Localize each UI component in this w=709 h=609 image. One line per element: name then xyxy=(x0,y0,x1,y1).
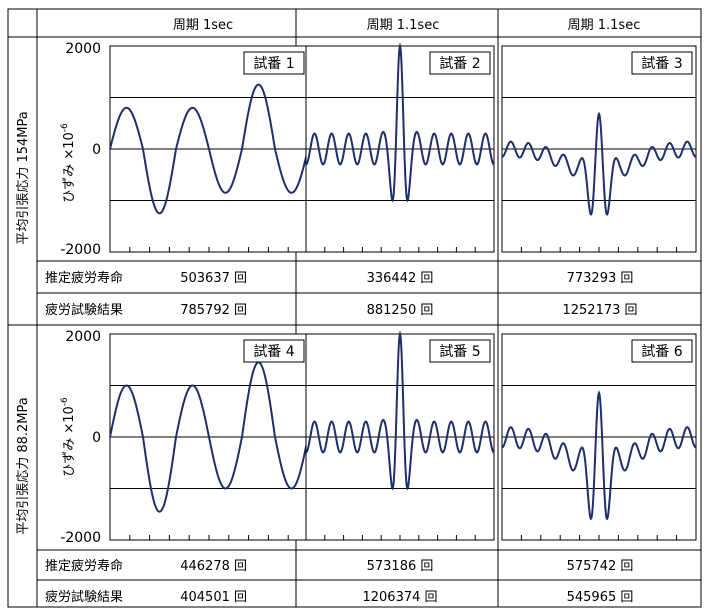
specimen-label: 試番 6 xyxy=(641,344,682,360)
panel-2: 試番 2 xyxy=(305,42,495,253)
strain-label-main-2: ひずみ ×10 xyxy=(62,406,77,477)
y-tick-neg2000-1: -2000 xyxy=(60,242,101,258)
strain-label-main-1: ひずみ ×10 xyxy=(62,132,77,203)
strain-label-exp-2: -6 xyxy=(60,397,70,406)
life-est-label-1: 推定疲労寿命 xyxy=(45,270,123,286)
test-result-label-2: 疲労試験結果 xyxy=(45,589,123,605)
strain-label-group-1: ひずみ ×10-6 xyxy=(60,123,77,203)
specimen-label-box xyxy=(631,51,693,75)
test-result-6: 545965 回 xyxy=(567,590,634,605)
specimen-label: 試番 5 xyxy=(439,344,480,360)
y-tick-2000-1: 2000 xyxy=(65,41,101,57)
header-col-1: 周期 1sec xyxy=(173,18,233,33)
waveform-panels: 試番 1 試番 2 試番 3 試番 4 試番 5 試番 6 xyxy=(109,42,697,541)
group-1: 平均引張応力 154MPa ひずみ ×10-6 2000 0 -2000 推定疲… xyxy=(16,41,701,318)
waveform-line xyxy=(501,390,697,520)
specimen-label-box xyxy=(429,51,491,75)
life-est-1: 503637 回 xyxy=(180,271,247,286)
test-result-label-1: 疲労試験結果 xyxy=(45,302,123,318)
life-est-2: 336442 回 xyxy=(367,271,434,286)
test-result-5: 1206374 回 xyxy=(362,590,437,605)
svg-text:ひずみ ×10-6: ひずみ ×10-6 xyxy=(60,123,77,203)
test-result-2: 881250 回 xyxy=(367,303,434,318)
panel-3: 試番 3 xyxy=(501,45,697,253)
header-col-2: 周期 1.1sec xyxy=(367,18,440,33)
waveform-line xyxy=(109,361,309,513)
panel-6: 試番 6 xyxy=(501,333,697,541)
life-est-3: 773293 回 xyxy=(567,271,634,286)
panel-1: 試番 1 xyxy=(109,45,309,253)
life-est-6: 575742 回 xyxy=(567,559,634,574)
life-est-5: 573186 回 xyxy=(367,559,434,574)
panel-4: 試番 4 xyxy=(109,333,309,541)
specimen-label: 試番 4 xyxy=(253,344,294,360)
y-tick-0-1: 0 xyxy=(92,142,101,158)
header-row: 周期 1sec 周期 1.1sec 周期 1.1sec xyxy=(8,18,701,38)
header-col-3: 周期 1.1sec xyxy=(568,18,641,33)
waveform-line xyxy=(109,83,309,215)
group-2: 平均引張応力 88.2MPa ひずみ ×10-6 2000 0 -2000 推定… xyxy=(16,329,701,605)
y-tick-neg2000-2: -2000 xyxy=(60,530,101,546)
stress-label-group-1: 平均引張応力 154MPa xyxy=(16,111,31,244)
stress-label-group-2: 平均引張応力 88.2MPa xyxy=(16,397,31,535)
panel-5: 試番 5 xyxy=(305,330,495,541)
specimen-label-box xyxy=(429,339,491,363)
specimen-label: 試番 2 xyxy=(439,56,480,72)
waveform-line xyxy=(501,111,697,216)
specimen-label-box xyxy=(243,339,305,363)
test-result-1: 785792 回 xyxy=(180,303,247,318)
strain-label-exp-1: -6 xyxy=(60,123,70,132)
test-result-3: 1252173 回 xyxy=(562,303,637,318)
life-est-label-2: 推定疲労寿命 xyxy=(45,558,123,574)
svg-text:ひずみ ×10-6: ひずみ ×10-6 xyxy=(60,397,77,477)
table-frame xyxy=(7,8,702,608)
life-est-4: 446278 回 xyxy=(180,559,247,574)
specimen-label-box xyxy=(631,339,693,363)
specimen-label-box xyxy=(243,51,305,75)
y-tick-0-2: 0 xyxy=(92,430,101,446)
test-result-4: 404501 回 xyxy=(180,590,247,605)
specimen-label: 試番 1 xyxy=(253,56,294,72)
waveform-line xyxy=(305,42,495,203)
strain-label-group-2: ひずみ ×10-6 xyxy=(60,397,77,477)
waveform-line xyxy=(305,330,495,491)
specimen-label: 試番 3 xyxy=(641,56,682,72)
y-tick-2000-2: 2000 xyxy=(65,329,101,345)
